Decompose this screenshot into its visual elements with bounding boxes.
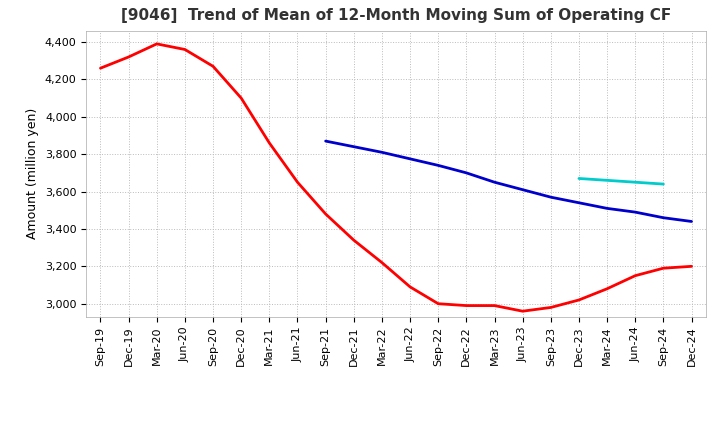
5 Years: [349, 144, 358, 149]
7 Years: [603, 178, 611, 183]
5 Years: [490, 180, 499, 185]
Title: [9046]  Trend of Mean of 12-Month Moving Sum of Operating CF: [9046] Trend of Mean of 12-Month Moving …: [121, 7, 671, 23]
5 Years: [377, 150, 386, 155]
3 Years: [125, 54, 133, 59]
Y-axis label: Amount (million yen): Amount (million yen): [27, 108, 40, 239]
5 Years: [546, 194, 555, 200]
3 Years: [321, 211, 330, 216]
3 Years: [265, 140, 274, 146]
7 Years: [575, 176, 583, 181]
3 Years: [631, 273, 639, 279]
5 Years: [631, 209, 639, 215]
5 Years: [434, 163, 443, 168]
3 Years: [406, 284, 415, 290]
3 Years: [462, 303, 471, 308]
5 Years: [659, 215, 667, 220]
3 Years: [209, 64, 217, 69]
3 Years: [575, 297, 583, 303]
3 Years: [490, 303, 499, 308]
3 Years: [377, 260, 386, 265]
3 Years: [349, 238, 358, 243]
5 Years: [321, 139, 330, 144]
5 Years: [518, 187, 527, 192]
3 Years: [293, 180, 302, 185]
7 Years: [631, 180, 639, 185]
Line: 5 Years: 5 Years: [325, 141, 691, 221]
3 Years: [603, 286, 611, 291]
3 Years: [96, 66, 105, 71]
5 Years: [575, 200, 583, 205]
3 Years: [237, 95, 246, 101]
7 Years: [659, 181, 667, 187]
3 Years: [659, 266, 667, 271]
Line: 7 Years: 7 Years: [579, 179, 663, 184]
5 Years: [687, 219, 696, 224]
5 Years: [462, 170, 471, 176]
3 Years: [518, 308, 527, 314]
3 Years: [153, 41, 161, 47]
5 Years: [603, 206, 611, 211]
5 Years: [406, 156, 415, 161]
3 Years: [546, 305, 555, 310]
3 Years: [181, 47, 189, 52]
3 Years: [434, 301, 443, 306]
Line: 3 Years: 3 Years: [101, 44, 691, 311]
3 Years: [687, 264, 696, 269]
Legend: 3 Years, 5 Years, 7 Years, 10 Years: 3 Years, 5 Years, 7 Years, 10 Years: [208, 436, 584, 440]
